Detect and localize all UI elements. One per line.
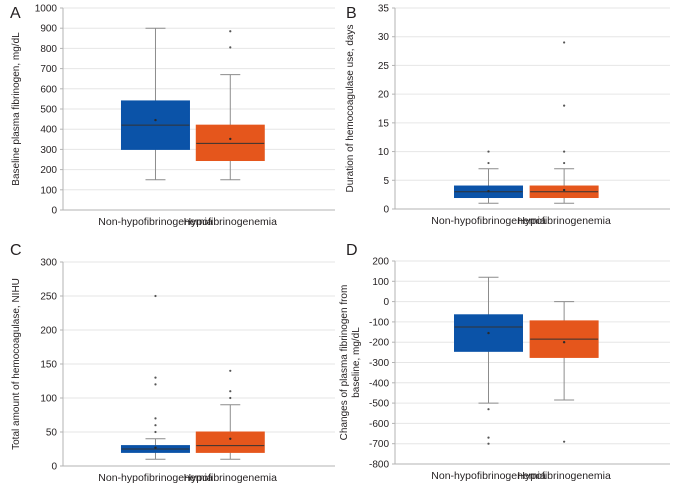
panel-b: 0 5 10 15 20 25 30 35 B Duration of hemocoagulase… bbox=[345, 4, 670, 227]
y-tick-label: -400 bbox=[369, 378, 389, 389]
y-tick-label: 100 bbox=[40, 185, 57, 196]
mean-marker bbox=[154, 446, 157, 449]
outlier-point bbox=[487, 150, 490, 153]
y-tick-label: 600 bbox=[40, 84, 57, 95]
box-non-hypofibrinogenemia bbox=[120, 27, 190, 181]
box-non-hypofibrinogenemia bbox=[454, 150, 523, 204]
y-tick-label: 0 bbox=[51, 206, 57, 217]
panel-letter: C bbox=[10, 242, 22, 259]
outlier-point bbox=[229, 390, 232, 393]
outlier-point bbox=[154, 383, 157, 386]
y-axis-title: Total amount of hemocoagulase, NIHU bbox=[11, 278, 22, 450]
outlier-point bbox=[154, 424, 157, 427]
mean-marker bbox=[229, 437, 232, 440]
y-tick-label: 0 bbox=[383, 297, 389, 308]
mean-marker bbox=[562, 188, 566, 192]
category-label: Non-hypofibrinogenemia bbox=[431, 470, 546, 482]
panel-c: 0 50 100 150 200 250 300 C Total amount of hemoc… bbox=[10, 242, 335, 483]
outlier-point bbox=[229, 30, 232, 33]
category-label: Non-hypofibrinogenemia bbox=[431, 215, 546, 227]
y-tick-label: 200 bbox=[40, 326, 57, 337]
y-tick-label: 700 bbox=[40, 64, 57, 75]
y-tick-label: 400 bbox=[40, 125, 57, 136]
category-label: Hypofibrinogenemia bbox=[184, 472, 278, 483]
y-tick-label: 300 bbox=[40, 145, 57, 156]
y-tick-label: 800 bbox=[40, 44, 57, 55]
outlier-point bbox=[487, 408, 490, 411]
y-tick-label: 0 bbox=[383, 205, 389, 216]
y-tick-label: -300 bbox=[369, 358, 389, 369]
category-label: Hypofibrinogenemia bbox=[517, 215, 611, 227]
outlier-point bbox=[563, 41, 566, 44]
panel-d: -800 -700 -600 -500 -400 -300 -200 -100 0 100 200 D… bbox=[339, 242, 670, 482]
y-tick-label: -600 bbox=[369, 419, 389, 430]
y-tick-label: 50 bbox=[46, 428, 58, 439]
iqr-box bbox=[195, 124, 265, 162]
y-tick-label: 20 bbox=[378, 90, 390, 101]
mean-marker bbox=[229, 137, 232, 141]
y-tick-label: 500 bbox=[40, 105, 57, 116]
box-hypofibrinogenemia bbox=[195, 369, 265, 460]
mean-marker bbox=[154, 118, 157, 122]
outlier-point bbox=[487, 161, 490, 165]
outlier-point bbox=[229, 396, 232, 400]
y-tick-label: 35 bbox=[378, 4, 390, 15]
y-tick-label: -500 bbox=[369, 399, 389, 410]
outlier-point bbox=[563, 161, 566, 165]
y-tick-label: 15 bbox=[378, 118, 390, 129]
outlier-point bbox=[563, 440, 566, 443]
mean-marker bbox=[487, 331, 490, 335]
box-hypofibrinogenemia bbox=[529, 41, 599, 204]
y-tick-label: 200 bbox=[40, 165, 57, 176]
y-tick-label: 1000 bbox=[35, 4, 58, 15]
box-hypofibrinogenemia bbox=[195, 30, 265, 181]
outlier-point bbox=[154, 430, 157, 434]
y-axis-title: Changes of plasma fibrinogen frombaselin… bbox=[339, 285, 362, 441]
y-tick-label: 100 bbox=[372, 277, 389, 288]
y-axis-title: Baseline plasma fibrinogen, mg/dL bbox=[11, 32, 22, 186]
panel-a: 0 100 200 300 400 500 600 700 800 900 1000 A Baselin… bbox=[10, 4, 335, 228]
category-label: Non-hypofibrinogenemia bbox=[98, 472, 213, 483]
panel-letter: A bbox=[10, 5, 21, 22]
y-tick-label: -800 bbox=[369, 460, 389, 471]
category-label: Hypofibrinogenemia bbox=[184, 216, 278, 228]
y-tick-label: 250 bbox=[40, 292, 57, 303]
outlier-point bbox=[487, 442, 490, 445]
y-tick-label: 5 bbox=[383, 176, 389, 187]
y-tick-label: 10 bbox=[378, 147, 390, 158]
outlier-point bbox=[563, 150, 566, 153]
iqr-box bbox=[454, 314, 523, 352]
y-axis-title: Duration of hemocoagulase use, days bbox=[345, 25, 356, 193]
outlier-point bbox=[229, 369, 232, 372]
outlier-point bbox=[154, 376, 157, 379]
outlier-point bbox=[154, 294, 157, 298]
y-tick-label: -100 bbox=[369, 317, 389, 328]
mean-marker bbox=[487, 189, 490, 193]
panel-letter: B bbox=[346, 5, 357, 22]
y-tick-label: 300 bbox=[40, 258, 57, 269]
outlier-point bbox=[154, 417, 157, 420]
y-tick-label: 0 bbox=[51, 462, 57, 473]
y-tick-label: 150 bbox=[40, 360, 57, 371]
outlier-point bbox=[487, 436, 490, 439]
outlier-point bbox=[563, 104, 566, 107]
y-tick-label: -200 bbox=[369, 338, 389, 349]
box-non-hypofibrinogenemia bbox=[454, 276, 523, 445]
y-tick-label: 100 bbox=[40, 394, 57, 405]
mean-marker bbox=[562, 341, 566, 344]
outlier-point bbox=[229, 46, 232, 49]
box-hypofibrinogenemia bbox=[529, 301, 599, 443]
y-tick-label: 900 bbox=[40, 24, 57, 35]
y-tick-label: 30 bbox=[378, 32, 390, 43]
box-non-hypofibrinogenemia bbox=[120, 294, 190, 460]
y-tick-label: 25 bbox=[378, 61, 390, 72]
category-label: Hypofibrinogenemia bbox=[517, 470, 611, 482]
iqr-box bbox=[195, 431, 265, 453]
category-label: Non-hypofibrinogenemia bbox=[98, 216, 213, 228]
y-tick-label: -700 bbox=[369, 439, 389, 450]
y-tick-label: 200 bbox=[372, 257, 389, 268]
panel-letter: D bbox=[346, 242, 358, 259]
